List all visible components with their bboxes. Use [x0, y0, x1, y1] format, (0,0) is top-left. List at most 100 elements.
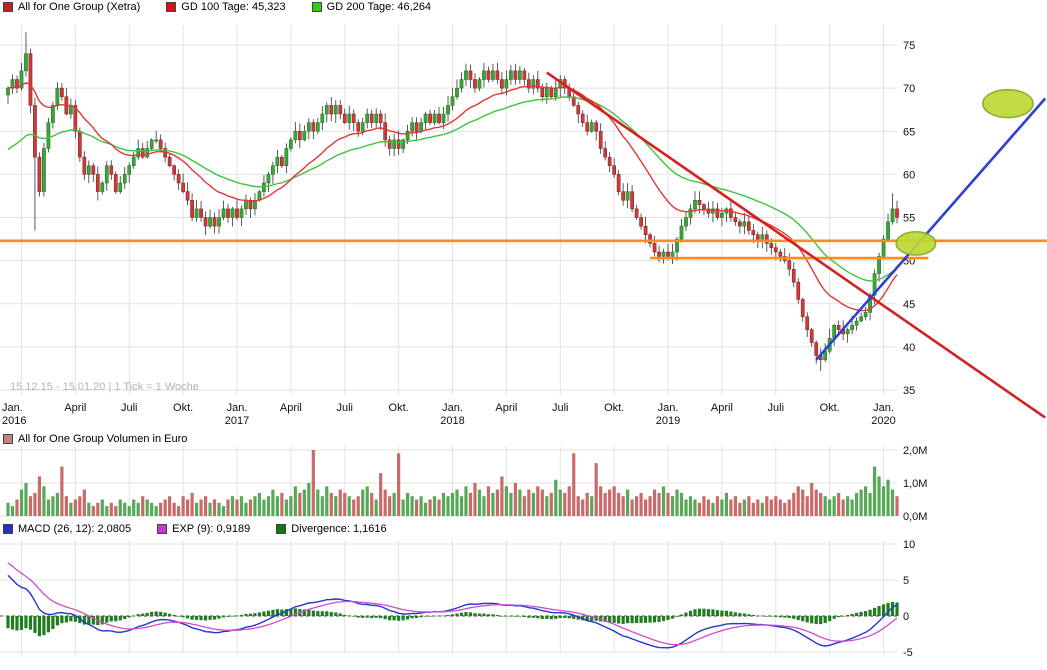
candle-body — [473, 79, 477, 89]
candle-body — [77, 131, 82, 158]
divergence-bar — [724, 610, 728, 616]
volume-bar — [388, 496, 392, 516]
divergence-bar — [863, 611, 868, 616]
divergence-bar — [226, 616, 230, 617]
time-axis-tick-label: Juli — [121, 402, 138, 414]
divergence-bar — [177, 616, 181, 617]
macd-legend: MACD (26, 12): 2,0805 EXP (9): 0,9189 Di… — [3, 523, 387, 535]
volume-bar — [828, 499, 832, 516]
volume-bar — [729, 499, 733, 516]
macd-axis-tick-label: 5 — [903, 575, 909, 587]
volume-label: All for One Group Volumen in Euro — [18, 433, 188, 445]
volume-bar — [87, 502, 91, 516]
volume-bar — [414, 499, 419, 516]
candle-body — [764, 234, 769, 244]
candle-body — [733, 217, 738, 223]
divergence-bar — [872, 607, 877, 616]
divergence-bar — [248, 613, 253, 616]
divergence-bar — [302, 609, 306, 616]
candle-body — [549, 87, 554, 97]
divergence-bar — [688, 610, 693, 616]
divergence-bar — [473, 613, 477, 616]
time-axis-year-label: 2020 — [871, 415, 895, 427]
candle-body — [535, 79, 540, 89]
candle-body — [805, 316, 810, 330]
volume-bars-layer — [6, 450, 899, 516]
volume-bar — [370, 492, 374, 516]
volume-bar — [895, 496, 899, 516]
divergence-label: Divergence: 1,1616 — [291, 523, 387, 535]
divergence-bar — [82, 616, 86, 625]
candle-body — [603, 148, 608, 158]
volume-bar — [459, 496, 464, 516]
divergence-bar — [666, 616, 670, 620]
macd-axis-tick-label: 0 — [903, 611, 909, 623]
volume-bar — [356, 496, 360, 516]
divergence-bar — [37, 616, 42, 637]
volume-bar — [670, 496, 675, 516]
volume-bar — [509, 492, 513, 516]
volume-bar — [320, 496, 324, 516]
divergence-bar — [257, 612, 262, 616]
candle-body — [60, 87, 64, 97]
volume-bar — [392, 492, 396, 516]
price-axis-tick-label: 65 — [903, 126, 915, 138]
exp-swatch-icon — [157, 524, 168, 534]
candle-body — [356, 122, 361, 132]
volume-bar — [630, 499, 634, 516]
divergence-bar — [877, 606, 881, 616]
volume-bar — [688, 496, 693, 516]
legend-item-macd: MACD (26, 12): 2,0805 — [3, 523, 131, 535]
volume-axis-tick-label: 2,0M — [903, 445, 927, 457]
volume-bar — [96, 502, 100, 516]
candle-body — [859, 316, 863, 322]
divergence-bar — [756, 615, 760, 617]
volume-bar — [298, 492, 302, 516]
divergence-bar — [55, 616, 59, 626]
candle-body — [374, 113, 379, 123]
divergence-bar — [401, 616, 405, 621]
candle-body — [791, 269, 796, 283]
volume-bar — [486, 486, 491, 516]
volume-bar — [527, 489, 531, 516]
volume-bar — [783, 502, 787, 516]
volume-bar — [239, 496, 244, 516]
candle-body — [666, 251, 670, 257]
volume-bar — [863, 486, 868, 516]
volume-bar — [73, 499, 77, 516]
volume-bar — [504, 486, 508, 516]
volume-bar — [302, 489, 306, 516]
divergence-bar — [482, 613, 486, 616]
divergence-bar — [406, 616, 410, 620]
candle-body — [652, 243, 657, 253]
candle-body — [333, 105, 338, 115]
candle-body — [118, 182, 123, 192]
uptrend-support-line — [815, 97, 1047, 361]
candle-body — [553, 87, 558, 97]
divergence-bar — [141, 613, 145, 616]
divergence-bar — [890, 601, 895, 616]
divergence-bar — [69, 616, 73, 622]
divergence-bar — [163, 612, 167, 616]
candle-body — [95, 174, 100, 192]
volume-bar — [379, 473, 383, 516]
divergence-bar — [289, 608, 293, 616]
candle-body — [342, 113, 347, 123]
candle-body — [104, 165, 109, 184]
candle-body — [796, 281, 801, 300]
candle-body — [661, 251, 666, 257]
divergence-bar — [643, 616, 648, 623]
volume-bar — [244, 502, 248, 516]
time-axis-tick-label: April — [711, 402, 733, 414]
volume-bar — [850, 499, 854, 516]
candle-body — [208, 217, 212, 227]
divergence-bar — [697, 608, 702, 616]
volume-bar — [311, 450, 315, 516]
volume-bar — [446, 496, 450, 516]
candle-body — [109, 165, 114, 175]
candle-body — [706, 208, 711, 214]
volume-bar — [572, 453, 576, 516]
divergence-bar — [711, 609, 715, 616]
divergence-bar — [509, 616, 513, 617]
candle-body — [495, 70, 500, 80]
